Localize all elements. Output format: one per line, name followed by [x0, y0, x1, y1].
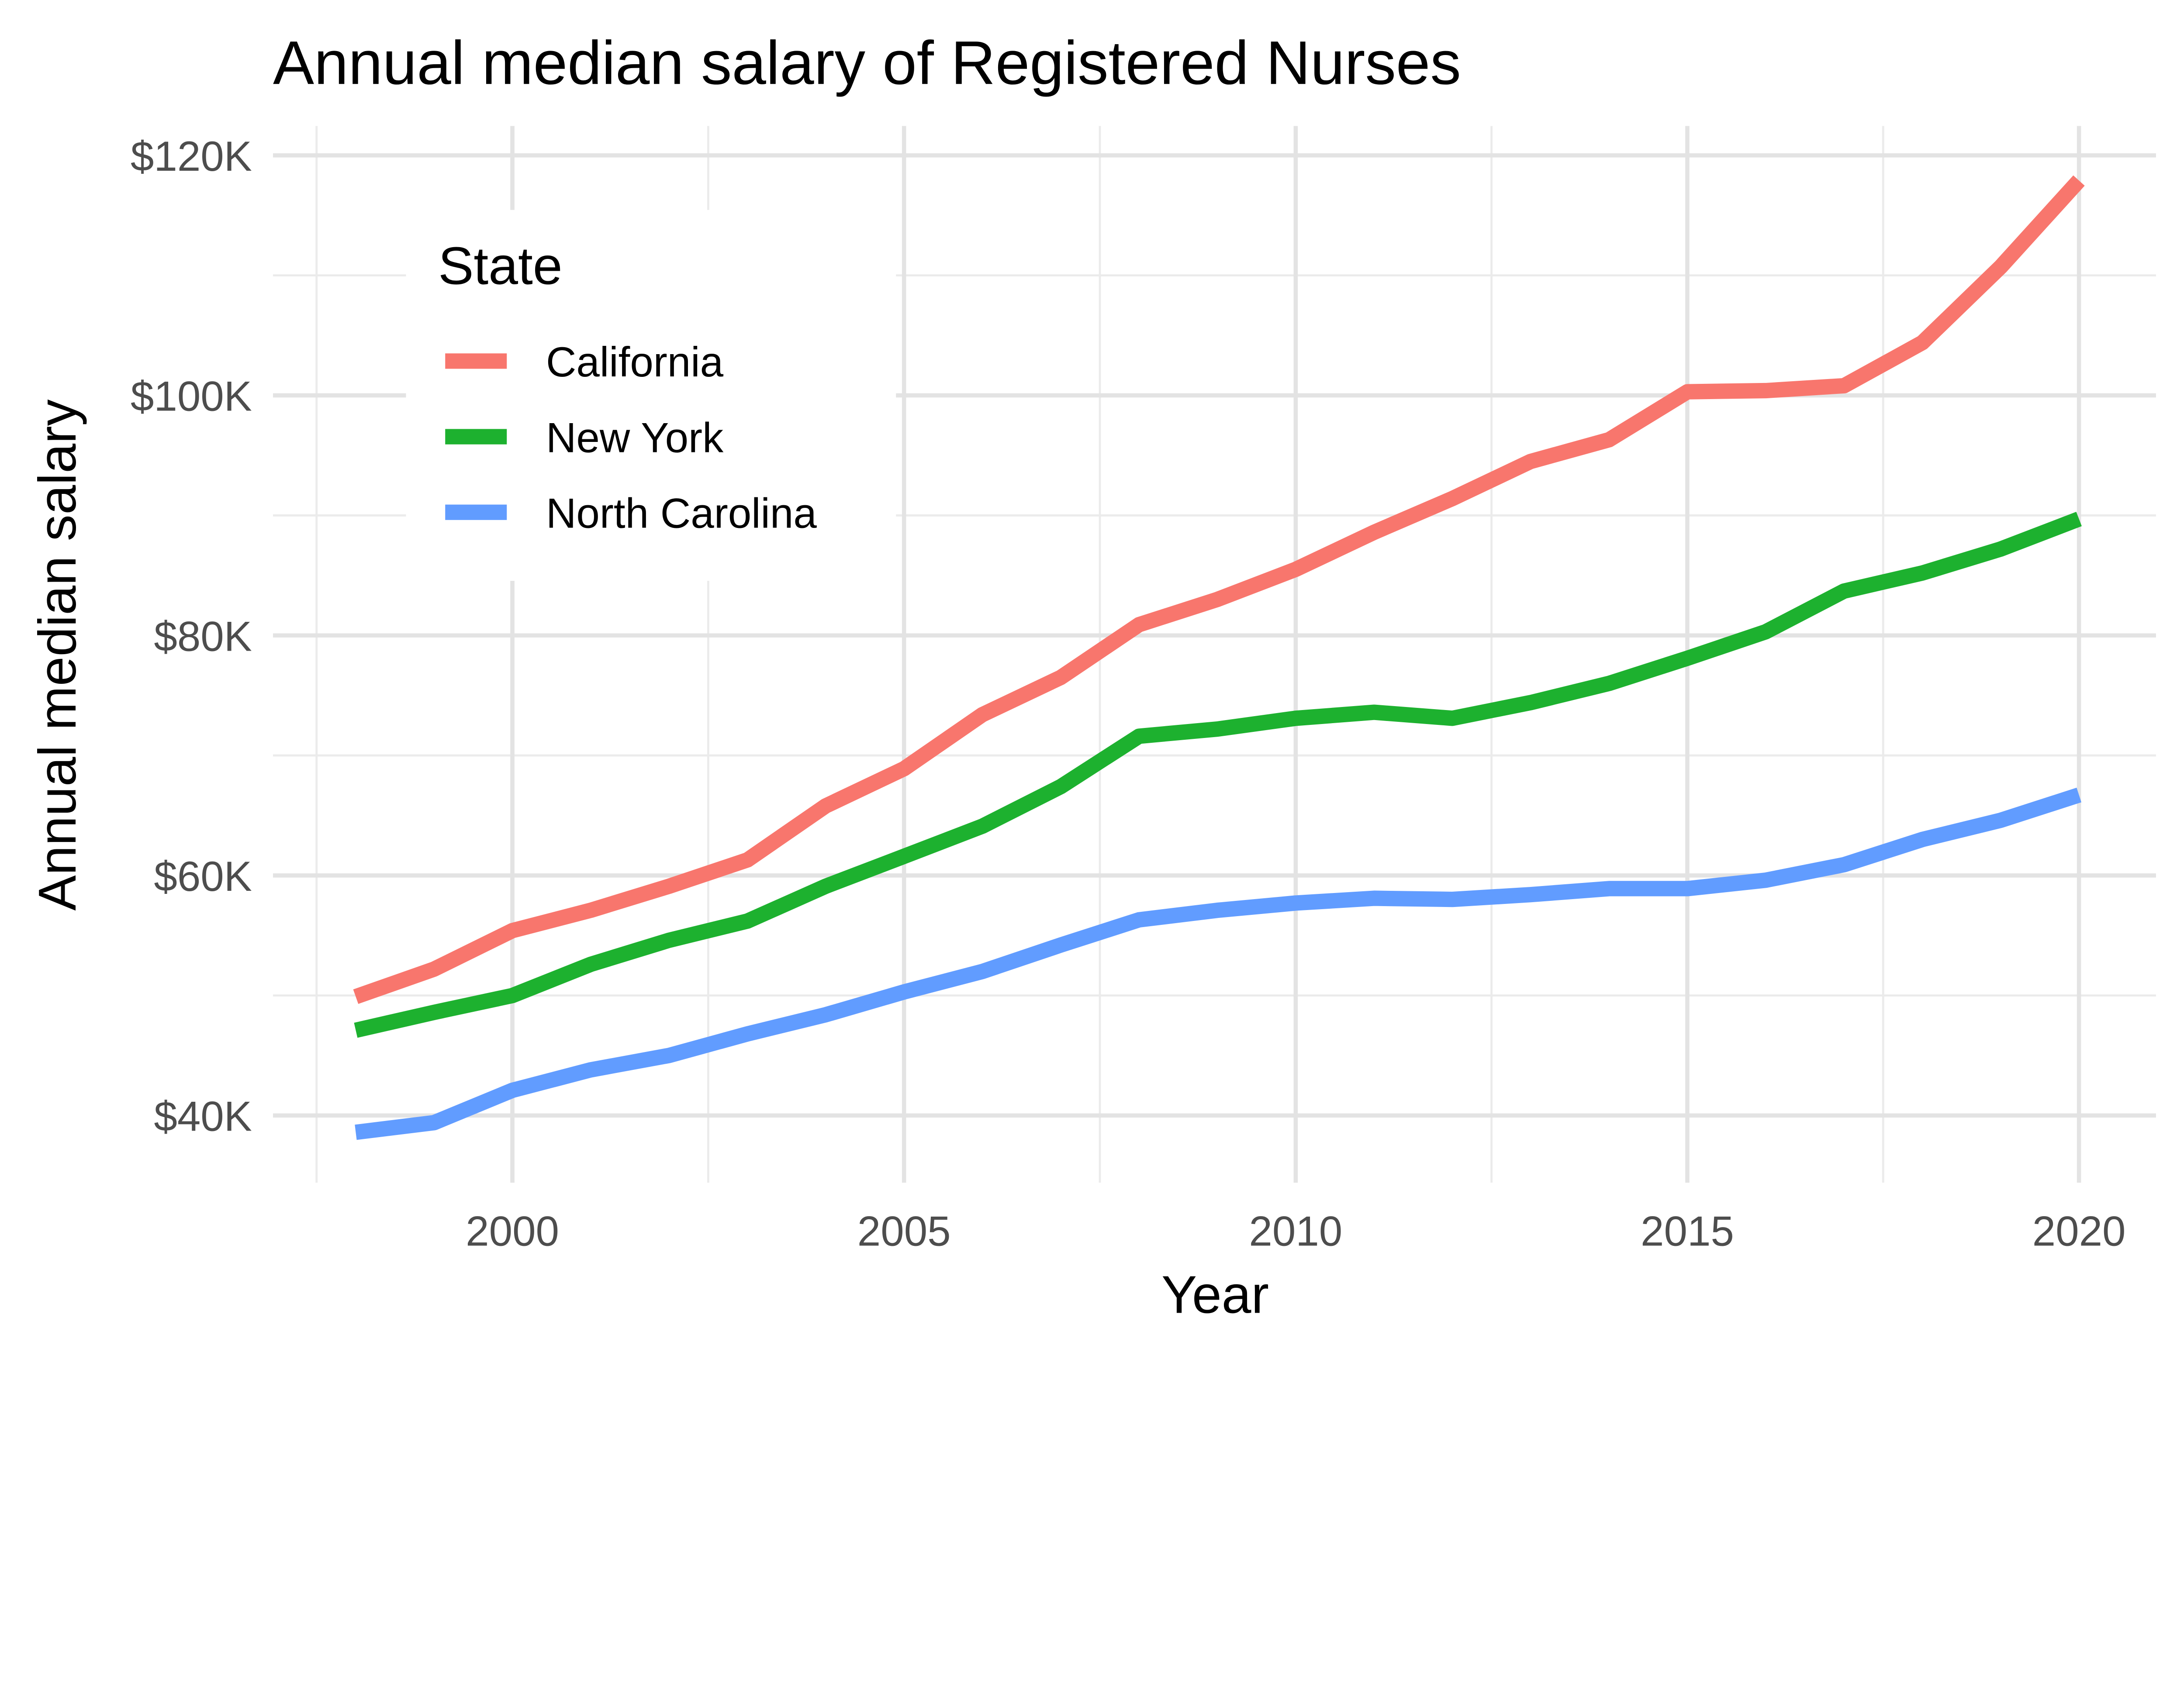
x-tick-label: 2015: [1641, 1208, 1734, 1255]
chart-title: Annual median salary of Registered Nurse…: [273, 28, 1461, 97]
x-tick-label: 2010: [1249, 1208, 1342, 1255]
y-tick-label: $40K: [154, 1093, 252, 1140]
y-tick-label: $100K: [131, 373, 252, 420]
x-tick-label: 2005: [857, 1208, 951, 1255]
series-lines: [353, 175, 2085, 1140]
legend-label-california: California: [546, 339, 724, 386]
series-line-new-york: [354, 512, 2082, 1038]
x-axis-label: Year: [1161, 1265, 1269, 1324]
x-tick-label: 2000: [466, 1208, 559, 1255]
legend-label-north-carolina: North Carolina: [546, 490, 817, 537]
x-axis-ticks: 2000 2005 2010 2015 2020: [466, 1208, 2125, 1255]
x-tick-label: 2020: [2032, 1208, 2126, 1255]
y-axis-label: Annual median salary: [28, 399, 87, 910]
y-tick-label: $80K: [154, 613, 252, 660]
y-tick-label: $60K: [154, 853, 252, 900]
y-axis-ticks: $40K $60K $80K $100K $120K: [131, 133, 252, 1140]
y-tick-label: $120K: [131, 133, 252, 180]
series-line-california: [353, 175, 2085, 1004]
series-line-north-carolina: [355, 787, 2082, 1140]
legend-label-new-york: New York: [546, 414, 724, 461]
legend-title: State: [438, 236, 562, 296]
legend: State California New York North Carolina: [406, 210, 896, 581]
line-chart: $40K$60K$80K$100K$120K 2000 2005 2010 2015 2…: [28, 28, 2156, 1324]
